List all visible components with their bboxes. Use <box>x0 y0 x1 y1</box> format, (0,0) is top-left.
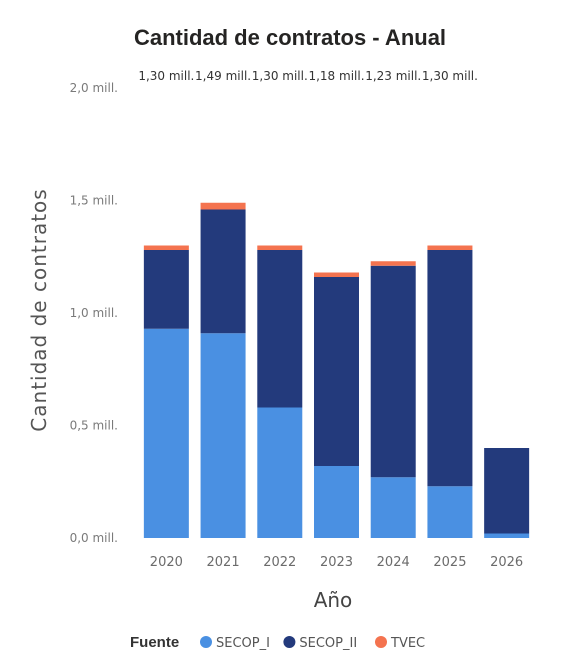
legend-entry: SECOP_I <box>216 636 270 651</box>
total-label: 1,23 mill. <box>365 69 421 83</box>
total-label: 1,30 mill. <box>138 69 194 83</box>
x-tick-label: 2023 <box>320 555 353 570</box>
y-tick-label: 2,0 mill. <box>70 81 118 95</box>
bar-segment <box>484 448 530 534</box>
y-tick-label: 1,5 mill. <box>70 194 118 208</box>
bar-segment <box>427 250 473 487</box>
x-tick-label: 2021 <box>207 555 240 570</box>
y-axis-label: Cantidad de contratos <box>27 188 51 431</box>
y-axis-ticks: 0,0 mill. 0,5 mill. 1,0 mill. 1,5 mill. 2,0 … <box>70 81 118 545</box>
x-tick-label: 2022 <box>263 555 296 570</box>
bar-segment <box>257 250 303 408</box>
bar-segment <box>370 265 416 478</box>
y-tick-label: 0,0 mill. <box>70 531 118 545</box>
bar-segment <box>257 407 303 538</box>
bar-segment <box>143 245 189 250</box>
legend-marker <box>283 636 296 648</box>
x-tick-label: 2026 <box>490 555 523 570</box>
bar-segment <box>200 333 246 538</box>
legend: Fuente SECOP_I SECOP_II TVEC <box>130 634 425 651</box>
y-tick-label: 0,5 mill. <box>70 419 118 433</box>
bar-segment <box>370 261 416 266</box>
legend-marker <box>200 636 212 648</box>
bar-segment <box>370 477 416 538</box>
legend-marker <box>375 636 387 648</box>
bar-segment <box>143 250 189 329</box>
legend-entry: TVEC <box>390 636 425 651</box>
bar-segment <box>427 245 473 250</box>
total-label: 1,18 mill. <box>308 69 364 83</box>
chart-title: Cantidad de contratos - Anual <box>134 25 446 50</box>
bar-segment <box>314 272 359 277</box>
total-label: 1,49 mill. <box>195 69 251 83</box>
legend-title: Fuente <box>130 634 179 651</box>
x-axis-label: Año <box>314 588 353 612</box>
bar-segment <box>427 486 473 538</box>
x-axis-ticks: 2020 2021 2022 2023 2024 2025 2026 <box>150 555 523 570</box>
bar-segment <box>314 466 359 538</box>
bar-segment <box>314 277 359 466</box>
total-labels: 1,30 mill. 1,49 mill. 1,30 mill. 1,18 mill.… <box>138 69 478 83</box>
legend-entry: SECOP_II <box>299 636 357 651</box>
total-label: 1,30 mill. <box>252 69 308 83</box>
bar-segment <box>200 202 246 210</box>
bars <box>143 202 530 538</box>
bar-segment <box>200 209 246 334</box>
x-tick-label: 2025 <box>433 555 466 570</box>
x-tick-label: 2020 <box>150 555 183 570</box>
total-label: 1,30 mill. <box>422 69 478 83</box>
bar-segment <box>257 245 303 250</box>
bar-segment <box>143 328 189 538</box>
bar-segment <box>484 533 530 538</box>
y-tick-label: 1,0 mill. <box>70 306 118 320</box>
x-tick-label: 2024 <box>377 555 410 570</box>
